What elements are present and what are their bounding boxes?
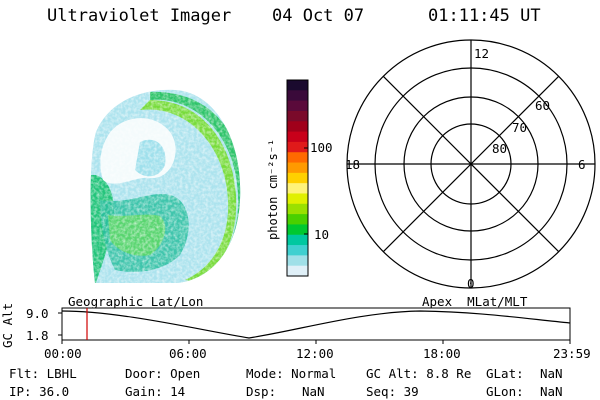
colorbar-segment: [287, 214, 308, 226]
dsp-label: Dsp:: [246, 384, 277, 399]
lat-label-60: 60: [535, 98, 551, 113]
colorbar-tick-10: 10: [314, 227, 330, 242]
y-tick-9: 9.0: [26, 306, 49, 321]
header-date: 04 Oct 07: [272, 6, 365, 26]
gc-alt-timeline: [58, 307, 571, 344]
ip-info: IP: 36.0: [9, 384, 70, 399]
colorbar-segment: [287, 245, 308, 256]
apex-label: Apex MLat/MLT: [422, 294, 528, 309]
colorbar-segment: [287, 152, 308, 164]
colorbar-segment: [287, 141, 308, 153]
colorbar-unit-label: photon cm⁻²s⁻¹: [266, 138, 280, 240]
x-tick-0000: 00:00: [44, 346, 82, 361]
geographic-label: Geographic Lat/Lon: [68, 294, 204, 309]
colorbar-segment: [287, 203, 308, 215]
mlt-label-6: 6: [578, 157, 586, 172]
colorbar-segment: [287, 110, 308, 122]
intensity-colorbar: [286, 79, 309, 277]
colorbar-tick-100: 100: [310, 140, 333, 155]
colorbar-segment: [287, 90, 308, 102]
door-info: Door: Open: [125, 366, 201, 381]
colorbar-segment: [287, 255, 308, 267]
gain-info: Gain: 14: [125, 384, 186, 399]
lat-label-70: 70: [512, 120, 528, 135]
colorbar-segment: [287, 80, 308, 91]
colorbar-frame: [286, 79, 309, 277]
mode-info: Mode: Normal: [246, 366, 337, 381]
colorbar-segment: [287, 183, 308, 195]
colorbar-segment: [287, 172, 308, 184]
x-tick-1200: 12:00: [296, 346, 334, 361]
colorbar-segment: [287, 100, 308, 112]
glon-label: GLon:: [486, 384, 524, 399]
glat-value: NaN: [540, 366, 563, 381]
lat-label-80: 80: [492, 141, 508, 156]
mlt-label-12: 12: [474, 46, 490, 61]
colorbar-segment: [287, 265, 308, 277]
auroral-image: [90, 89, 241, 284]
mlt-label-0: 0: [467, 276, 475, 291]
glon-value: NaN: [540, 384, 563, 399]
mlt-label-18: 18: [345, 157, 361, 172]
colorbar-segment: [287, 224, 308, 236]
gc-alt-info: GC Alt: 8.8 Re: [366, 366, 472, 381]
colorbar-segment: [287, 193, 308, 205]
mlt-polar-grid: [346, 39, 596, 289]
colorbar-segment: [287, 121, 308, 133]
y-tick-1-8: 1.8: [26, 328, 49, 343]
y-axis-label: GC Alt: [0, 302, 15, 348]
colorbar-segment: [287, 162, 308, 174]
x-tick-1800: 18:00: [423, 346, 461, 361]
glat-label: GLat:: [486, 366, 524, 381]
colorbar-segment: [287, 131, 308, 143]
dsp-value: NaN: [302, 384, 325, 399]
x-tick-2359: 23:59: [553, 346, 591, 361]
app-title: Ultraviolet Imager: [47, 6, 232, 26]
header-time: 01:11:45 UT: [428, 6, 541, 26]
seq-info: Seq: 39: [366, 384, 419, 399]
colorbar-segment: [287, 234, 308, 246]
flt-info: Flt: LBHL: [9, 366, 77, 381]
x-tick-0600: 06:00: [169, 346, 207, 361]
